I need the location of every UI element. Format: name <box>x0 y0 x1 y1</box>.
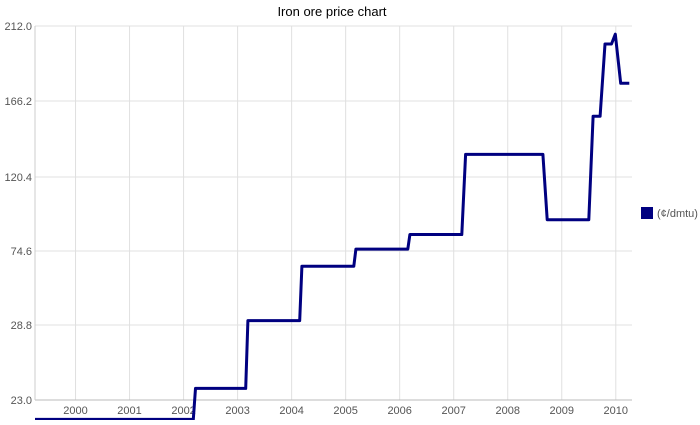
x-tick-label: 2009 <box>550 405 574 417</box>
y-tick-label: 120.4 <box>4 172 32 184</box>
x-tick-label: 2004 <box>279 405 303 417</box>
y-tick-label: 212.0 <box>4 21 32 33</box>
y-tick-label: 23.0 <box>11 395 32 407</box>
x-tick-label: 2007 <box>441 405 465 417</box>
grid <box>35 26 632 400</box>
legend: (¢/dmtu) <box>641 207 698 220</box>
x-tick-label: 2010 <box>604 405 628 417</box>
x-tick-label: 2001 <box>117 405 141 417</box>
legend-swatch <box>641 207 653 219</box>
y-tick-label: 74.6 <box>11 246 32 258</box>
series-layer <box>35 34 629 419</box>
x-tick-label: 2000 <box>63 405 87 417</box>
x-tick-label: 2005 <box>333 405 357 417</box>
chart-title: Iron ore price chart <box>277 4 386 19</box>
legend-label: (¢/dmtu) <box>657 208 698 220</box>
x-tick-label: 2003 <box>225 405 249 417</box>
x-tick-label: 2008 <box>495 405 519 417</box>
y-tick-label: 28.8 <box>11 320 32 332</box>
series-line <box>35 34 629 419</box>
x-tick-label: 2006 <box>387 405 411 417</box>
y-tick-label: 166.2 <box>4 96 32 108</box>
